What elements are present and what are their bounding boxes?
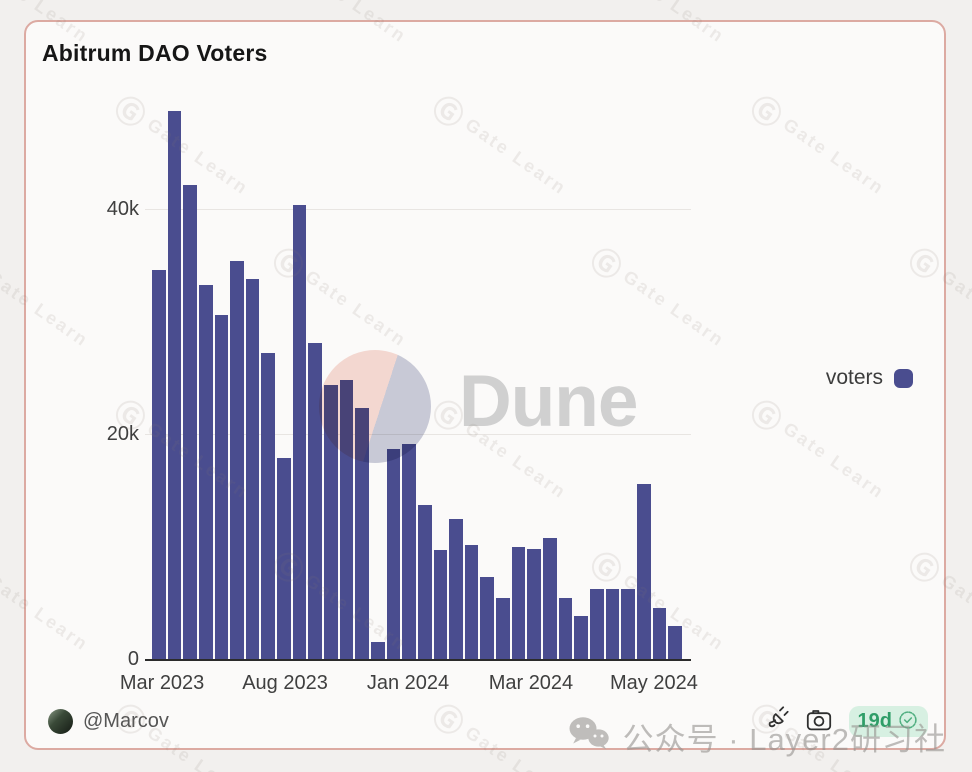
bar xyxy=(543,538,557,660)
bar xyxy=(152,270,166,660)
legend-label: voters xyxy=(825,366,883,389)
bar xyxy=(355,407,369,660)
bar xyxy=(558,598,573,660)
bar xyxy=(214,315,229,660)
bar xyxy=(605,589,620,660)
legend[interactable]: voters xyxy=(826,366,913,390)
chart-title: Abitrum DAO Voters xyxy=(42,40,268,66)
x-axis-line xyxy=(145,659,691,661)
y-axis: 0 20k 40k xyxy=(64,97,139,670)
author-name: @Marcov xyxy=(83,709,169,732)
camera-icon xyxy=(806,708,832,735)
screenshot-button[interactable] xyxy=(806,708,832,735)
banner-text: 公众号 · Layer2研习社 xyxy=(622,722,946,757)
x-tick-label: Aug 2023 xyxy=(242,672,328,694)
dune-logo-circle xyxy=(319,350,431,463)
bar xyxy=(324,385,338,660)
bar xyxy=(417,504,432,660)
legend-swatch xyxy=(894,368,913,388)
bar xyxy=(277,458,291,660)
y-tick-label: 40k xyxy=(106,197,139,220)
bar xyxy=(198,285,213,660)
y-tick-label: 0 xyxy=(127,648,139,670)
dune-watermark-text: Dune xyxy=(459,361,638,442)
bar xyxy=(292,205,307,660)
bar xyxy=(496,598,510,660)
bar xyxy=(183,184,197,660)
x-axis: Mar 2023 Aug 2023 Jan 2024 Mar 2024 May 2024 xyxy=(120,672,698,698)
bar xyxy=(245,279,260,660)
bar xyxy=(402,443,416,660)
bar xyxy=(511,547,526,660)
wechat-icon xyxy=(567,715,611,758)
bar xyxy=(480,576,495,660)
bar xyxy=(589,589,604,660)
data-freshness-badge[interactable]: 19d xyxy=(848,705,928,737)
x-tick-label: May 2024 xyxy=(609,672,698,694)
bar xyxy=(449,519,463,660)
bar xyxy=(433,549,448,660)
data-age-label: 19d xyxy=(857,709,892,732)
bar xyxy=(370,642,385,660)
bar xyxy=(261,352,276,660)
chart-footer: @Marcov xyxy=(48,704,928,738)
gridline xyxy=(145,208,691,210)
wechat-channel-banner: 公众号 · Layer2研习社 xyxy=(567,714,946,759)
bar xyxy=(668,626,682,660)
fork-plug-icon xyxy=(764,706,789,736)
fork-query-button[interactable] xyxy=(764,706,789,736)
bar xyxy=(636,484,651,660)
bar xyxy=(652,608,667,660)
x-tick-label: Mar 2024 xyxy=(488,672,574,694)
footer-actions: 19d xyxy=(764,705,928,737)
bar xyxy=(621,589,635,660)
bar xyxy=(167,110,182,660)
bar xyxy=(308,342,323,660)
bar xyxy=(386,449,401,660)
bar xyxy=(464,545,479,660)
verified-seal-icon xyxy=(897,709,919,734)
x-tick-label: Mar 2023 xyxy=(119,672,205,694)
x-tick-label: Jan 2024 xyxy=(366,672,450,694)
dune-chart-card: Abitrum DAO Voters 0 20k 40k Mar 2023 Aug 2… xyxy=(24,20,946,750)
y-tick-label: 20k xyxy=(106,422,139,445)
author-avatar xyxy=(48,708,73,734)
bar-plot-area xyxy=(152,97,682,660)
bar xyxy=(574,616,588,660)
bar xyxy=(230,261,244,660)
author-link[interactable]: @Marcov xyxy=(48,708,169,734)
bar xyxy=(527,548,542,660)
